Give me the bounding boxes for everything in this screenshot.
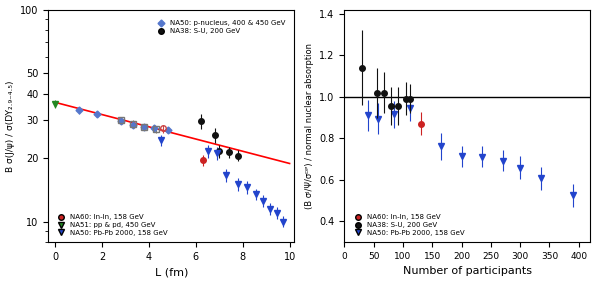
Legend: NA60: In-In, 158 GeV, NA38: S-U, 200 GeV, NA50: Pb-Pb 2000, 158 GeV: NA60: In-In, 158 GeV, NA38: S-U, 200 GeV… <box>348 212 467 239</box>
X-axis label: L (fm): L (fm) <box>154 267 188 277</box>
Y-axis label: (B σᴶ/Ψ/σᴰᴾ) / normal nuclear absorption: (B σᴶ/Ψ/σᴰᴾ) / normal nuclear absorption <box>305 43 313 209</box>
Legend: NA60: In-In, 158 GeV, NA51: pp & pd, 450 GeV, NA50: Pb-Pb 2000, 158 GeV: NA60: In-In, 158 GeV, NA51: pp & pd, 450… <box>52 212 171 239</box>
Y-axis label: B σ(J/ψ) / σ(DY₂.₉₋₄.₅): B σ(J/ψ) / σ(DY₂.₉₋₄.₅) <box>5 80 14 171</box>
X-axis label: Number of participants: Number of participants <box>403 266 532 276</box>
